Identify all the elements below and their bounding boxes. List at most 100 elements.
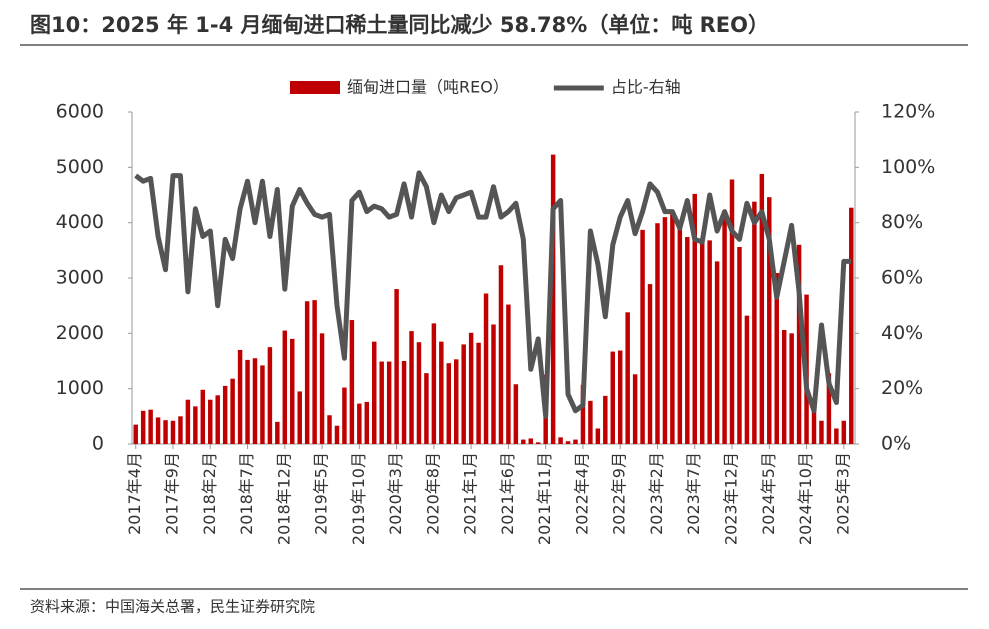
bar <box>565 441 571 444</box>
bar <box>625 312 630 444</box>
y-tick-label: 2000 <box>56 322 104 344</box>
y-tick-label: 5000 <box>56 156 104 178</box>
x-tick-label: 2017年4月 <box>125 452 144 535</box>
bar <box>737 247 742 444</box>
bar <box>290 338 295 444</box>
bar <box>252 358 258 444</box>
bar <box>424 373 429 444</box>
bar <box>357 403 362 444</box>
bar <box>208 399 213 444</box>
y-tick-label: 0 <box>92 433 104 455</box>
x-tick-label: 2020年8月 <box>423 452 442 535</box>
bar <box>767 197 772 444</box>
bar <box>722 217 727 444</box>
bar <box>535 442 541 444</box>
bar <box>655 223 660 444</box>
bar <box>364 401 370 444</box>
y2-tick-label: 80% <box>881 211 923 233</box>
bar <box>617 350 623 444</box>
x-tick-label: 2023年2月 <box>647 452 666 535</box>
x-tick-label: 2018年7月 <box>237 452 256 535</box>
bar <box>148 409 153 444</box>
bar <box>260 365 265 444</box>
bar <box>133 424 138 444</box>
bar <box>744 315 750 444</box>
x-tick-label: 2020年3月 <box>386 452 405 535</box>
bar <box>632 374 638 444</box>
bar <box>163 420 168 444</box>
bar <box>789 333 794 444</box>
bar <box>714 261 720 444</box>
x-tick-label: 2024年5月 <box>759 452 778 535</box>
y2-tick-label: 60% <box>881 267 923 289</box>
bar <box>528 438 534 444</box>
bar <box>282 330 288 444</box>
bar <box>819 420 824 444</box>
bar <box>647 284 653 444</box>
y2-tick-label: 20% <box>881 377 923 399</box>
x-tick-label: 2021年11月 <box>535 452 554 545</box>
legend-label: 占比-右轴 <box>611 78 681 97</box>
bar <box>640 229 645 444</box>
bar <box>699 240 705 444</box>
bar <box>692 193 697 444</box>
bar <box>245 359 250 444</box>
bar <box>468 332 474 444</box>
bar <box>677 222 683 444</box>
bar <box>155 417 161 444</box>
x-tick-label: 2022年4月 <box>572 452 591 535</box>
bar <box>193 406 198 444</box>
bar <box>416 342 422 444</box>
bar <box>401 361 407 444</box>
line <box>134 170 852 419</box>
bar <box>491 324 496 444</box>
bar <box>796 244 802 444</box>
bar <box>304 301 310 444</box>
bar <box>521 439 526 444</box>
bar <box>342 387 347 444</box>
bar <box>752 201 757 444</box>
bar <box>327 415 332 444</box>
x-tick-label: 2021年1月 <box>461 452 480 535</box>
bar <box>685 237 690 444</box>
bar <box>558 437 563 444</box>
bar <box>811 398 817 444</box>
chart-title: 图10：2025 年 1-4 月缅甸进口稀土量同比减少 58.78%（单位：吨 … <box>30 13 769 37</box>
legend-label: 缅甸进口量（吨REO） <box>347 78 509 97</box>
y-tick-label: 3000 <box>56 267 104 289</box>
bar <box>603 395 608 444</box>
bar <box>230 378 235 444</box>
x-tick-label: 2019年5月 <box>312 452 331 535</box>
x-tick-label: 2018年2月 <box>200 452 219 535</box>
y-tick-label: 4000 <box>56 211 104 233</box>
bar <box>453 359 459 444</box>
y2-tick-label: 120% <box>881 101 935 123</box>
x-tick-label: 2017年9月 <box>162 452 181 535</box>
bar <box>386 361 392 444</box>
bar <box>319 333 325 444</box>
bar <box>394 289 399 444</box>
bar <box>140 410 146 444</box>
bar <box>297 391 302 444</box>
bar <box>431 323 437 444</box>
bar <box>826 373 832 444</box>
bar <box>781 330 787 444</box>
bar <box>237 349 243 444</box>
x-tick-label: 2018年12月 <box>274 452 293 545</box>
x-tick-label: 2023年7月 <box>684 452 703 535</box>
bar <box>610 351 615 444</box>
bar <box>834 428 839 444</box>
bar <box>439 341 444 444</box>
bar <box>446 363 452 444</box>
y2-tick-label: 100% <box>881 156 935 178</box>
legend-swatch <box>290 81 340 94</box>
bar <box>215 395 220 444</box>
bar <box>774 273 779 444</box>
bar <box>506 304 511 444</box>
bar <box>222 385 228 444</box>
bar <box>707 240 712 444</box>
y2-tick-label: 0% <box>881 433 911 455</box>
bar <box>483 293 489 444</box>
x-tick-label: 2023年12月 <box>722 452 741 545</box>
